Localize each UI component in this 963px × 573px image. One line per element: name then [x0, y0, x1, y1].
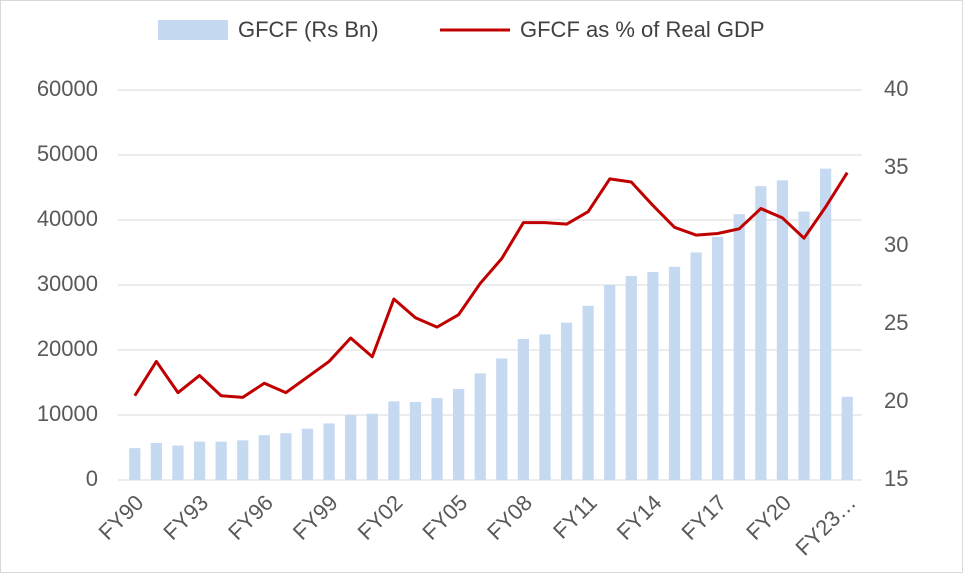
bar: [560, 322, 573, 480]
bar: [712, 236, 724, 480]
y-tick-label: 30000: [37, 271, 98, 296]
bar: [388, 401, 400, 480]
bar: [345, 415, 357, 480]
bar: [582, 305, 594, 480]
bar: [733, 214, 745, 480]
y2-tick-label: 20: [884, 388, 908, 413]
y-tick-label: 60000: [37, 76, 98, 101]
bar: [301, 428, 314, 480]
bar: [496, 358, 508, 480]
bar: [280, 433, 292, 480]
y-tick-label: 0: [86, 466, 98, 491]
bar: [431, 398, 443, 480]
y-tick-label: 20000: [37, 336, 98, 361]
y2-tick-label: 35: [884, 154, 908, 179]
bar: [604, 285, 616, 480]
y2-tick-label: 15: [884, 466, 908, 491]
bar: [172, 445, 184, 480]
y-tick-label: 40000: [37, 206, 98, 231]
bar: [453, 389, 465, 480]
y-tick-label: 50000: [37, 141, 98, 166]
bar: [474, 373, 486, 480]
bar: [409, 402, 422, 480]
y2-tick-label: 30: [884, 232, 908, 257]
bar: [539, 334, 551, 480]
bar: [668, 266, 681, 480]
line: [133, 171, 849, 399]
bar: [193, 441, 206, 480]
bar: [258, 435, 270, 480]
legend-label: GFCF as % of Real GDP: [520, 17, 765, 42]
bar: [366, 413, 378, 480]
bar: [625, 275, 637, 480]
bar: [755, 186, 767, 480]
bar: [798, 211, 810, 481]
bar: [129, 448, 141, 480]
y-tick-label: 10000: [37, 401, 98, 426]
bar: [517, 338, 529, 480]
bar: [820, 168, 832, 480]
bar: [841, 396, 853, 480]
y2-tick-label: 25: [884, 310, 908, 335]
bar: [150, 442, 162, 480]
legend-swatch: [158, 20, 228, 40]
bar: [690, 252, 702, 480]
bar: [647, 272, 659, 480]
bar: [215, 441, 227, 480]
bar: [776, 180, 789, 480]
bar: [323, 423, 335, 480]
legend-label: GFCF (Rs Bn): [238, 17, 379, 42]
y2-tick-label: 40: [884, 76, 908, 101]
bar: [237, 440, 249, 480]
